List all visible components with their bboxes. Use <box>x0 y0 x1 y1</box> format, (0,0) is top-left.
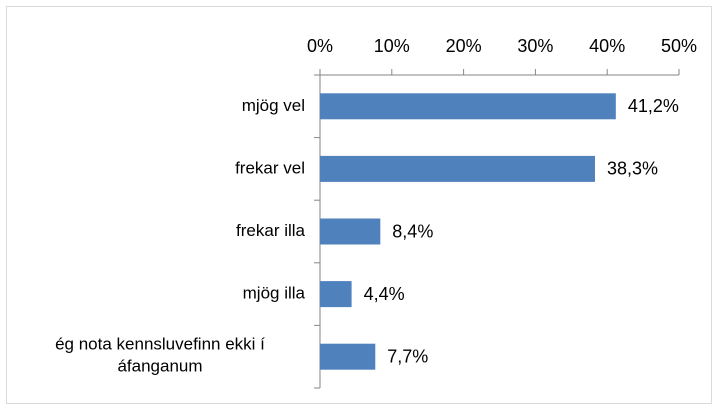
bar <box>320 93 616 120</box>
bar <box>320 281 352 308</box>
label-line: áfanganum <box>117 357 202 376</box>
y-tick-label: mjög vel <box>242 96 305 115</box>
y-tick-label: frekar illa <box>236 221 306 240</box>
x-tick-label: 40% <box>589 36 625 56</box>
value-label: 7,7% <box>387 346 428 366</box>
x-tick-label: 50% <box>661 36 697 56</box>
x-tick-label: 0% <box>307 36 333 56</box>
y-tick-label: frekar vel <box>235 158 305 177</box>
bar <box>320 218 381 245</box>
label-line: ég nota kennsluvefinn ekki í <box>55 335 265 354</box>
x-tick-label: 10% <box>374 36 410 56</box>
value-label: 4,4% <box>364 284 405 304</box>
x-tick-label: 30% <box>517 36 553 56</box>
bar <box>320 155 595 182</box>
value-label: 38,3% <box>607 159 658 179</box>
chart-border <box>6 6 712 404</box>
value-label: 8,4% <box>392 221 433 241</box>
y-tick-label: mjög illa <box>243 284 306 303</box>
bar <box>320 343 376 370</box>
x-tick-label: 20% <box>446 36 482 56</box>
y-tick-label: ég nota kennsluvefinn ekki í áfanganum <box>55 335 265 376</box>
value-label: 41,2% <box>628 96 679 116</box>
